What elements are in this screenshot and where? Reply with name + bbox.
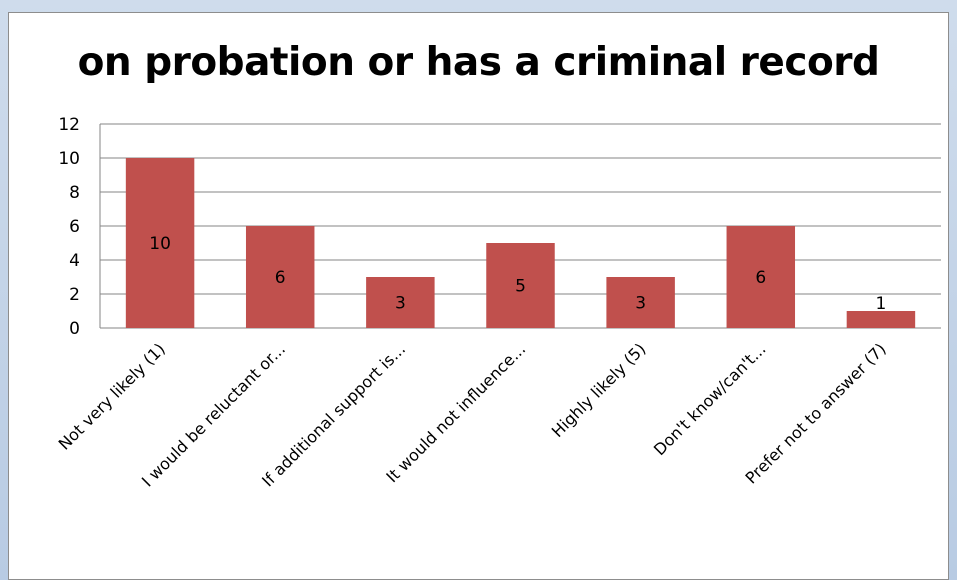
bars (125, 158, 916, 328)
bar (606, 277, 675, 328)
data-label: 6 (755, 268, 766, 288)
bar (846, 311, 916, 328)
category-label: Highly likely (5) (548, 339, 650, 441)
bar (726, 226, 796, 328)
y-tick-label: 12 (58, 115, 80, 135)
y-tick-label: 0 (69, 319, 80, 339)
bar (486, 243, 555, 328)
y-tick-label: 4 (69, 251, 80, 271)
data-label: 3 (395, 294, 406, 314)
category-label: Don't know/can't... (650, 339, 770, 459)
bar (245, 226, 315, 328)
chart-title: on probation or has a criminal record (77, 40, 880, 85)
x-axis-category-labels: Not very likely (1)I would be reluctant … (55, 339, 890, 490)
y-tick-label: 2 (69, 285, 80, 305)
category-label: It would not influence... (382, 339, 529, 486)
category-label: Not very likely (1) (55, 339, 169, 453)
data-labels: 10 6 3 5 3 6 1 (149, 234, 886, 314)
y-axis-tick-labels: 0 2 4 6 8 10 12 (58, 115, 80, 339)
data-label: 10 (149, 234, 171, 254)
y-tick-label: 8 (69, 183, 80, 203)
data-label: 3 (635, 294, 646, 314)
y-tick-label: 10 (58, 149, 80, 169)
bar (125, 158, 195, 328)
data-label: 5 (515, 277, 526, 297)
bar (366, 277, 435, 328)
category-label: Prefer not to answer (7) (742, 339, 890, 487)
data-label: 6 (275, 268, 286, 288)
y-tick-label: 6 (69, 217, 80, 237)
data-label: 1 (876, 294, 887, 314)
